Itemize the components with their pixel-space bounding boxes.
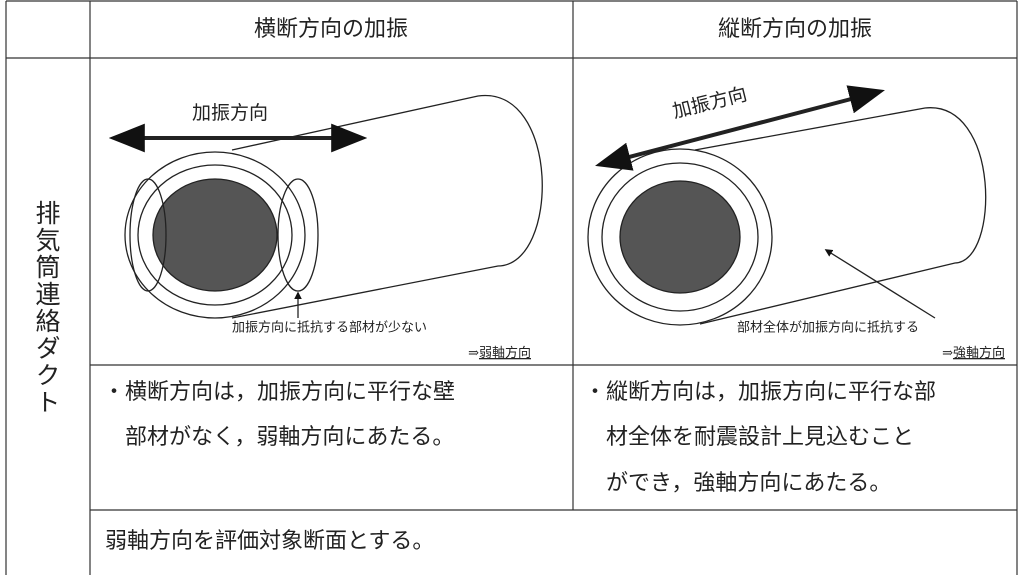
conclusion: 弱軸方向を評価対象断面とする。 — [105, 529, 434, 554]
figure-axis: ⇒強軸方向 — [942, 345, 1005, 361]
description-line: ができ，強軸方向にあたる。 — [606, 471, 891, 496]
direction-label: 加振方向 — [670, 83, 749, 123]
header-cell: 横断方向の加振 — [254, 17, 408, 42]
figure-note: 部材全体が加振方向に抵抗する — [737, 320, 919, 336]
axis-label: 強軸方向 — [953, 345, 1005, 361]
direction-label: 加振方向 — [192, 102, 268, 124]
grid-lines — [5, 0, 1018, 575]
duct-figure — [108, 95, 543, 319]
arrow-symbol: ⇒ — [468, 346, 479, 361]
arrow-symbol: ⇒ — [942, 346, 953, 361]
axis-label: 弱軸方向 — [479, 345, 531, 361]
description-line: 材全体を耐震設計上見込むこと — [606, 425, 914, 450]
description-line: 部材がなく，弱軸方向にあたる。 — [125, 425, 454, 450]
duct-figure — [587, 85, 987, 326]
header-cell: 縦断方向の加振 — [718, 17, 872, 42]
figure-axis: ⇒弱軸方向 — [468, 345, 531, 361]
figure-note: 加振方向に抵抗する部材が少ない — [232, 320, 427, 336]
description-line: ・横断方向は，加振方向に平行な壁 — [103, 380, 455, 405]
row-label: 排気筒連絡ダクト — [32, 200, 61, 416]
description-line: ・縦断方向は，加振方向に平行な部 — [584, 380, 936, 405]
